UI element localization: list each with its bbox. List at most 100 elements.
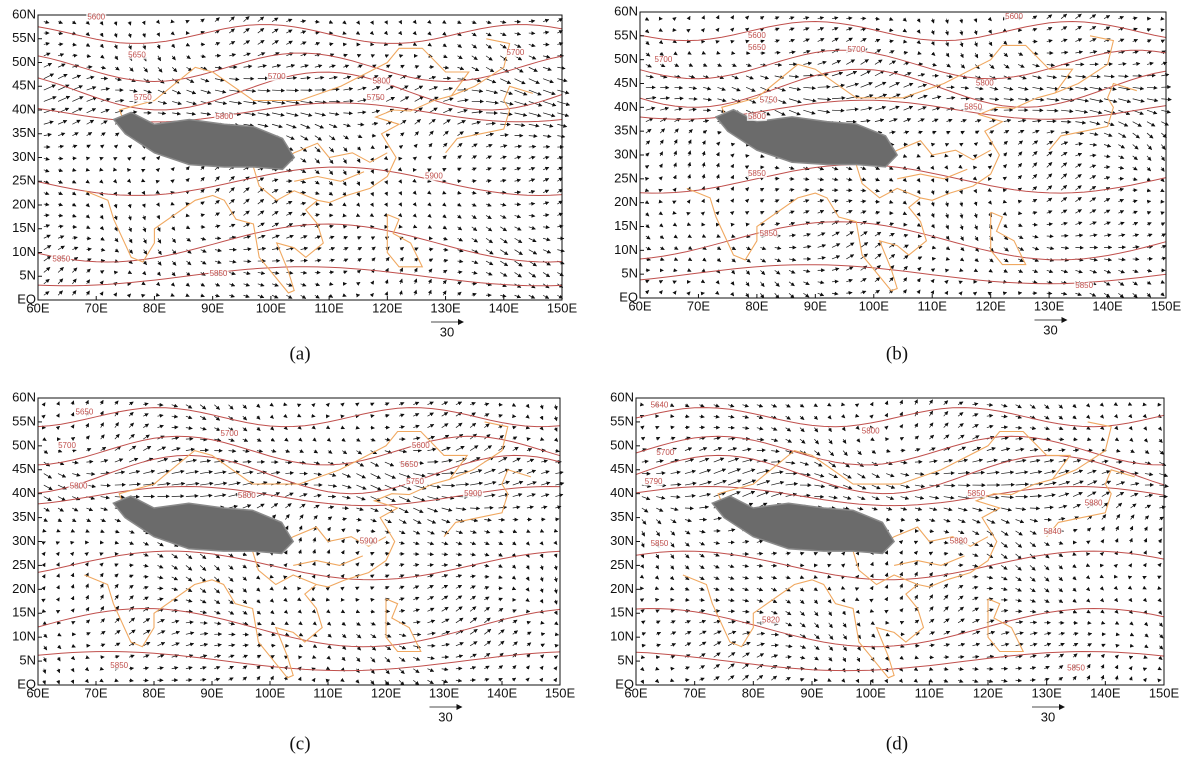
wind-vector — [115, 656, 119, 657]
wind-vector — [857, 588, 858, 589]
wind-vector — [975, 155, 977, 156]
wind-vector — [1061, 223, 1067, 225]
wind-vector — [656, 426, 659, 427]
wind-vector — [101, 109, 109, 112]
wind-vector — [300, 550, 301, 554]
wind-vector — [72, 193, 76, 195]
wind-vector — [329, 113, 339, 115]
wind-vector — [646, 190, 649, 191]
wind-vector — [500, 180, 506, 181]
wind-vector — [372, 147, 375, 149]
wind-vector — [872, 623, 875, 625]
wind-vector — [1061, 163, 1067, 168]
wind-vector — [443, 204, 446, 206]
y-tick-label: 50N — [614, 51, 638, 66]
wind-vector — [413, 669, 419, 673]
wind-vector — [958, 473, 969, 474]
wind-vector — [703, 282, 705, 283]
wind-vector — [757, 577, 763, 579]
wind-vector — [1133, 270, 1138, 272]
wind-vector — [972, 554, 978, 556]
wind-vector — [286, 30, 292, 33]
wind-vector — [529, 157, 535, 159]
wind-vector — [699, 642, 706, 646]
wind-vector — [527, 438, 530, 439]
wind-vector — [400, 247, 403, 250]
wind-vector — [1147, 133, 1153, 138]
wind-vector — [300, 623, 303, 625]
wind-vector — [803, 110, 815, 114]
wind-vector — [301, 78, 311, 79]
wind-vector — [243, 645, 249, 646]
wind-vector — [843, 508, 849, 509]
wind-vector — [829, 497, 838, 499]
wind-vector — [500, 215, 506, 218]
wind-vector — [656, 519, 661, 523]
wind-vector — [1061, 174, 1067, 179]
wind-vector — [186, 644, 194, 646]
wind-vector — [786, 428, 791, 432]
wind-vector — [760, 16, 764, 18]
wind-vector — [1016, 554, 1022, 559]
wind-vector — [385, 564, 389, 566]
wind-vector — [285, 600, 287, 602]
wind-vector — [342, 539, 344, 542]
wind-vector — [904, 106, 913, 110]
wind-vector — [400, 120, 406, 124]
wind-vector — [144, 227, 146, 232]
wind-vector — [1044, 643, 1050, 645]
wind-vector — [172, 643, 180, 646]
wind-vector — [1047, 186, 1052, 191]
wind-vector — [258, 295, 264, 297]
wind-vector — [86, 552, 88, 554]
wind-vector — [200, 600, 206, 603]
wind-vector — [442, 596, 448, 600]
wind-vector — [356, 428, 359, 429]
wind-vector — [742, 469, 755, 473]
wind-vector — [786, 484, 798, 486]
wind-vector — [918, 30, 920, 33]
wind-vector — [1030, 471, 1042, 473]
wind-vector — [1147, 234, 1152, 236]
wind-vector — [1016, 508, 1026, 510]
wind-vector — [44, 121, 53, 124]
wind-vector — [427, 657, 434, 658]
wind-vector — [829, 611, 832, 615]
wind-vector — [1133, 145, 1138, 150]
wind-vector — [746, 282, 749, 286]
wind-vector — [58, 96, 70, 101]
wind-vector — [513, 542, 516, 545]
wind-vector — [746, 224, 749, 225]
wind-vector — [717, 163, 719, 167]
wind-vector — [484, 666, 489, 669]
y-tick-label: 5N — [19, 653, 36, 668]
wind-vector — [829, 405, 831, 406]
wind-vector — [72, 291, 76, 296]
wind-vector — [87, 215, 90, 218]
wind-vector — [1118, 156, 1124, 159]
wind-vector — [886, 497, 894, 500]
wind-vector — [1044, 588, 1049, 592]
wind-vector — [186, 471, 199, 473]
wind-vector — [499, 542, 503, 544]
wind-vector — [1032, 163, 1036, 168]
wind-vector — [229, 439, 235, 441]
wind-vector — [646, 165, 649, 167]
wind-vector — [904, 62, 910, 64]
wind-vector — [215, 101, 227, 103]
y-tick-label: 5N — [621, 266, 638, 281]
wind-vector — [843, 451, 847, 456]
wind-vector — [771, 439, 778, 441]
wind-vector — [143, 403, 148, 404]
wind-vector — [58, 193, 62, 195]
wind-vector — [889, 277, 893, 281]
wind-vector — [486, 168, 491, 170]
contour-label: 5880 — [950, 537, 968, 546]
wind-vector — [529, 250, 537, 254]
wind-vector — [699, 458, 709, 462]
wind-vector — [44, 646, 47, 650]
y-tick-label: 45N — [12, 461, 36, 476]
wind-vector — [427, 424, 433, 427]
wind-vector — [1090, 210, 1096, 214]
wind-vector — [699, 405, 704, 407]
